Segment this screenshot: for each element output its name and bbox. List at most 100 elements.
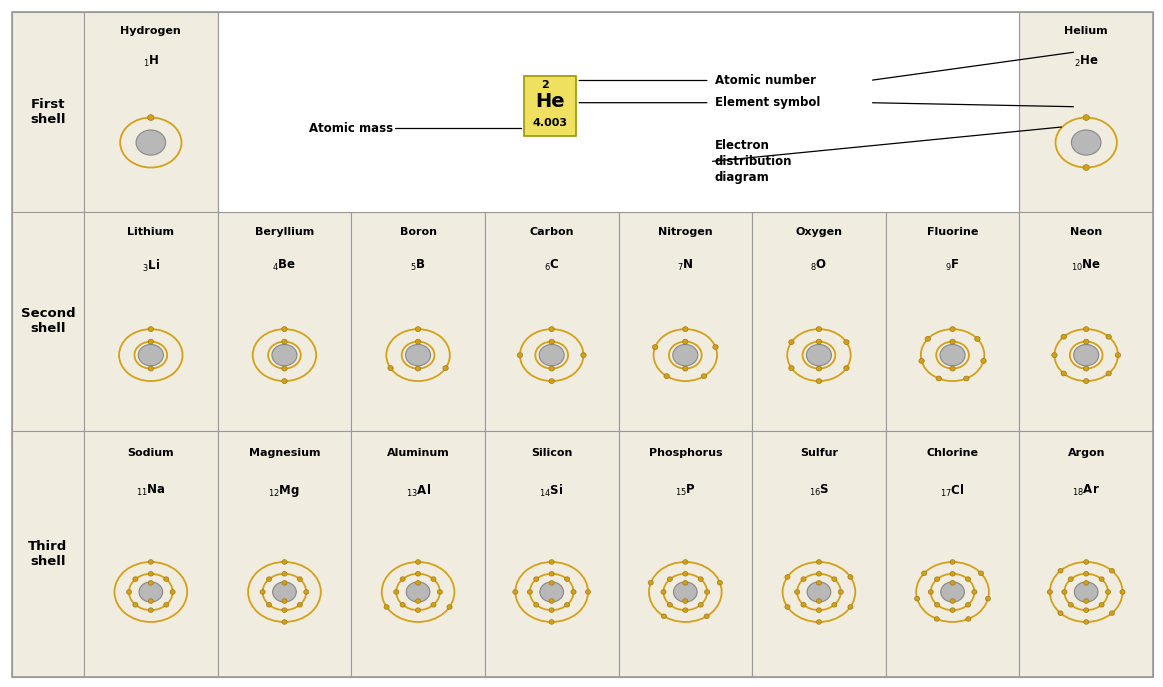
Ellipse shape: [304, 589, 309, 594]
Ellipse shape: [298, 602, 302, 607]
Bar: [619, 431, 752, 677]
Ellipse shape: [980, 359, 986, 363]
Ellipse shape: [1120, 589, 1125, 594]
Ellipse shape: [914, 596, 920, 601]
Ellipse shape: [816, 560, 821, 564]
Ellipse shape: [272, 582, 297, 602]
Ellipse shape: [936, 376, 942, 381]
Ellipse shape: [965, 602, 971, 607]
Text: $_{4}$Be: $_{4}$Be: [272, 258, 297, 273]
Ellipse shape: [683, 581, 687, 585]
Text: Neon: Neon: [1070, 227, 1103, 237]
Ellipse shape: [1084, 379, 1089, 383]
Ellipse shape: [1061, 335, 1066, 339]
Text: $_{9}$F: $_{9}$F: [946, 258, 959, 273]
Ellipse shape: [1106, 589, 1111, 594]
Text: Carbon: Carbon: [529, 227, 573, 237]
Ellipse shape: [848, 575, 852, 579]
Ellipse shape: [940, 344, 965, 365]
Ellipse shape: [415, 366, 421, 371]
Text: Oxygen: Oxygen: [795, 227, 842, 237]
Ellipse shape: [1083, 165, 1090, 170]
Ellipse shape: [564, 577, 570, 581]
Text: $_{15}$P: $_{15}$P: [675, 483, 695, 497]
Text: Sodium: Sodium: [128, 448, 174, 458]
Text: Phosphorus: Phosphorus: [649, 448, 722, 458]
Bar: [217, 431, 351, 677]
Ellipse shape: [549, 560, 555, 564]
Ellipse shape: [534, 577, 538, 581]
Bar: [485, 212, 619, 431]
Ellipse shape: [832, 577, 837, 581]
Ellipse shape: [848, 605, 852, 609]
Ellipse shape: [138, 344, 163, 365]
Text: $_{17}$Cl: $_{17}$Cl: [940, 483, 965, 499]
Bar: [84, 431, 217, 677]
Ellipse shape: [136, 130, 165, 155]
Ellipse shape: [950, 572, 955, 576]
Ellipse shape: [549, 366, 555, 371]
Ellipse shape: [652, 345, 658, 350]
Ellipse shape: [437, 589, 442, 594]
Text: Nitrogen: Nitrogen: [658, 227, 713, 237]
Ellipse shape: [950, 599, 955, 603]
Ellipse shape: [148, 560, 154, 564]
Text: Third
shell: Third shell: [28, 540, 67, 568]
Ellipse shape: [950, 560, 955, 564]
Ellipse shape: [133, 577, 138, 581]
Ellipse shape: [1084, 339, 1089, 344]
Text: Element symbol: Element symbol: [715, 96, 820, 109]
Bar: [485, 12, 619, 212]
Ellipse shape: [549, 581, 555, 585]
Text: $_{13}$Al: $_{13}$Al: [406, 483, 430, 499]
Ellipse shape: [1075, 582, 1098, 602]
Ellipse shape: [704, 614, 709, 618]
Ellipse shape: [683, 327, 688, 332]
Ellipse shape: [549, 620, 555, 624]
Text: $_{10}$Ne: $_{10}$Ne: [1071, 258, 1101, 273]
Ellipse shape: [701, 374, 707, 379]
Ellipse shape: [261, 589, 265, 594]
Bar: [12, 431, 84, 677]
Bar: [619, 12, 752, 212]
Ellipse shape: [540, 344, 564, 365]
Ellipse shape: [388, 365, 393, 370]
Bar: [351, 212, 485, 431]
Ellipse shape: [964, 376, 969, 381]
Bar: [217, 12, 351, 212]
Ellipse shape: [1084, 599, 1089, 603]
Ellipse shape: [1069, 577, 1073, 581]
Ellipse shape: [281, 608, 287, 612]
Ellipse shape: [839, 589, 843, 594]
Ellipse shape: [431, 602, 436, 607]
Bar: [1020, 431, 1153, 677]
Ellipse shape: [1084, 327, 1089, 332]
Bar: [619, 212, 752, 431]
Text: $_{2}$He: $_{2}$He: [1073, 54, 1099, 69]
Ellipse shape: [148, 581, 154, 585]
Ellipse shape: [789, 339, 794, 345]
Ellipse shape: [1061, 371, 1066, 376]
Ellipse shape: [1106, 335, 1112, 339]
Text: 2: 2: [541, 80, 549, 91]
Ellipse shape: [415, 599, 421, 603]
Ellipse shape: [406, 344, 430, 365]
Text: Argon: Argon: [1068, 448, 1105, 458]
Ellipse shape: [140, 582, 163, 602]
Ellipse shape: [1084, 581, 1089, 585]
Text: He: He: [535, 92, 565, 111]
Text: Lithium: Lithium: [127, 227, 174, 237]
Text: Beryllium: Beryllium: [255, 227, 314, 237]
Ellipse shape: [807, 582, 830, 602]
Ellipse shape: [148, 366, 154, 371]
Ellipse shape: [549, 327, 555, 332]
Ellipse shape: [950, 339, 955, 344]
Ellipse shape: [415, 581, 421, 585]
Ellipse shape: [281, 581, 287, 585]
Ellipse shape: [1048, 589, 1053, 594]
Ellipse shape: [281, 560, 287, 564]
Ellipse shape: [806, 344, 832, 365]
Ellipse shape: [816, 608, 821, 612]
Ellipse shape: [816, 581, 821, 585]
Bar: [351, 12, 485, 212]
